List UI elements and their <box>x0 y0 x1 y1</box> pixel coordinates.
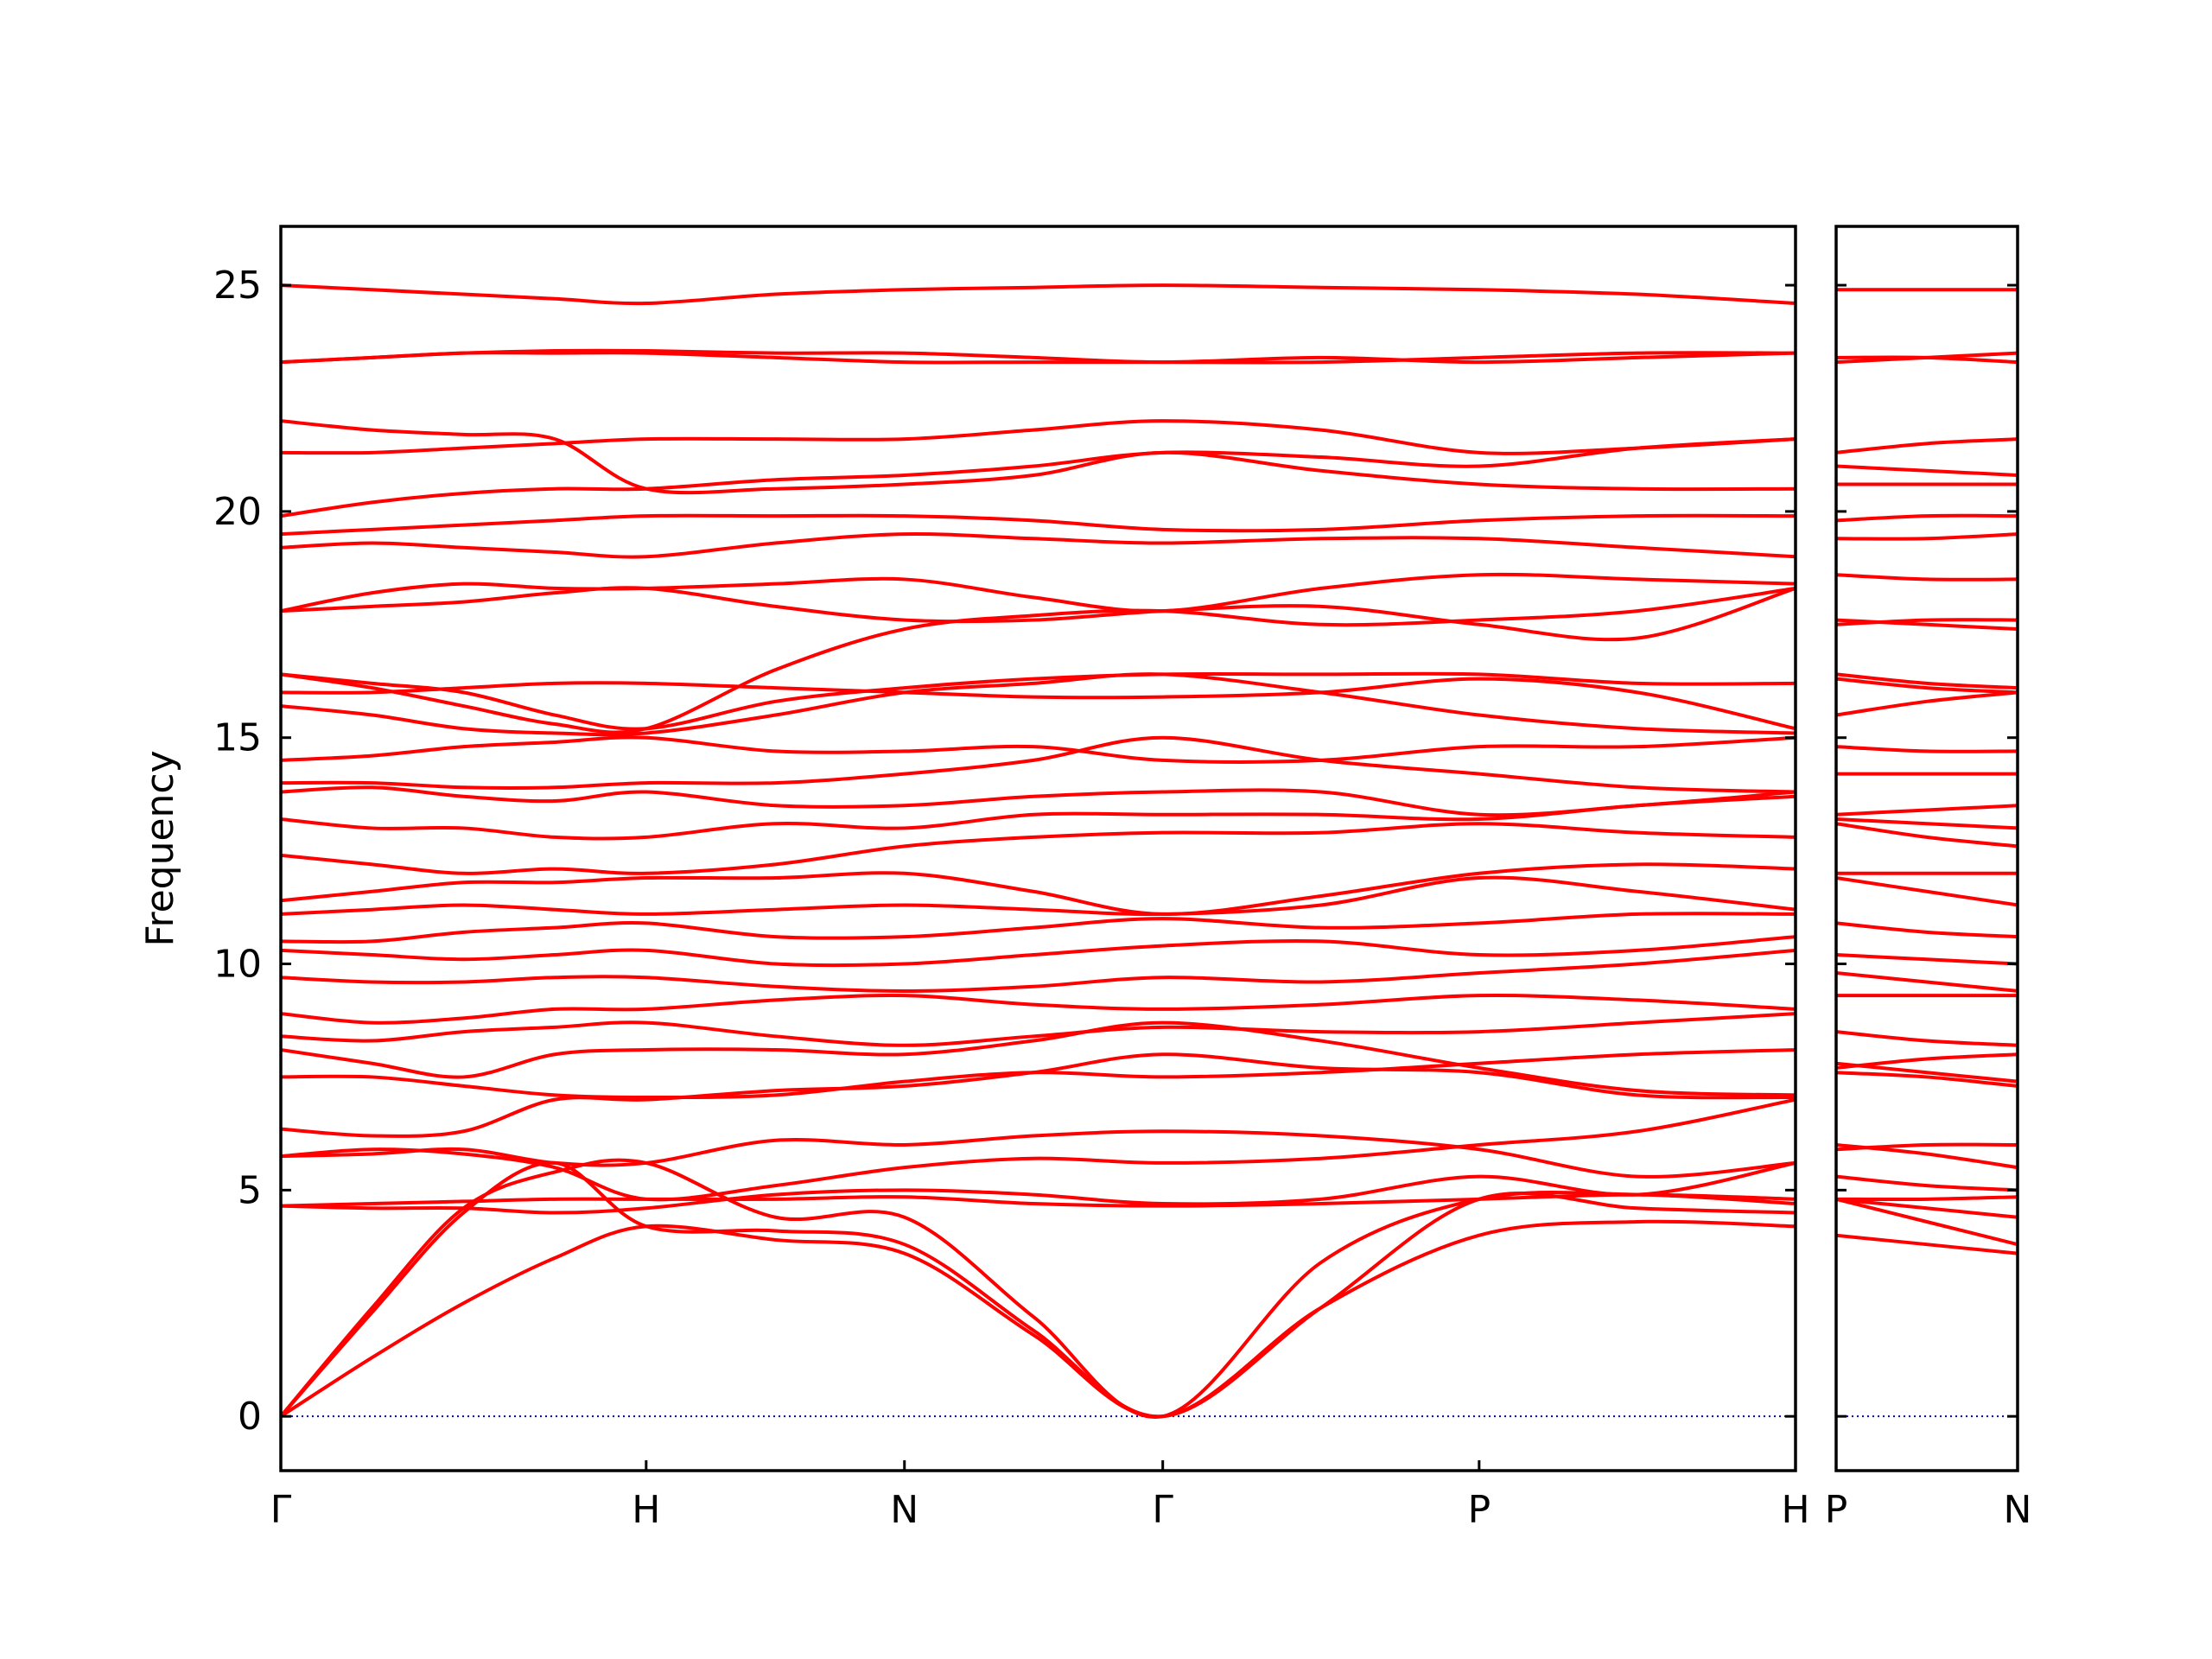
band-line <box>281 1048 1796 1100</box>
x-tick-label: Γ <box>270 1488 292 1532</box>
band-line <box>1836 745 2018 753</box>
band-line <box>1836 464 2018 477</box>
band-line <box>281 1097 1796 1202</box>
band-line <box>281 671 1796 731</box>
band-line <box>281 586 1796 642</box>
band-line <box>281 822 1796 875</box>
x-tick-label: H <box>632 1488 660 1532</box>
y-tick-label: 25 <box>213 264 262 308</box>
band-line <box>281 735 1796 764</box>
band-line <box>281 785 1796 817</box>
band-line <box>1836 618 2018 626</box>
band-line <box>281 912 1796 944</box>
band-line <box>281 437 1796 518</box>
band-line <box>1836 876 2018 907</box>
band-line <box>281 994 1796 1025</box>
x-tick-label: P <box>1825 1488 1848 1532</box>
band-line <box>1836 618 2018 632</box>
band-line <box>281 1160 1796 1215</box>
band-line <box>1836 817 2018 830</box>
band-line <box>281 419 1796 455</box>
band-line <box>281 862 1796 916</box>
band-line <box>1836 953 2018 966</box>
band-line <box>281 348 1796 365</box>
band-line <box>1836 1030 2018 1047</box>
band-line <box>1836 690 2018 717</box>
y-tick-label: 15 <box>213 716 262 760</box>
y-tick-label: 5 <box>238 1168 262 1212</box>
band-line <box>1836 672 2018 690</box>
band-line <box>281 672 1796 737</box>
band-line <box>1836 1174 2018 1192</box>
band-line <box>281 513 1796 537</box>
band-line <box>1836 1052 2018 1070</box>
y-tick-label: 20 <box>213 490 262 534</box>
band-line <box>281 794 1796 841</box>
band-line <box>281 935 1796 968</box>
band-line <box>281 1129 1796 1179</box>
band-line <box>281 586 1796 734</box>
band-line <box>1836 573 2018 582</box>
band-line <box>1836 532 2018 541</box>
band-line <box>1836 677 2018 695</box>
y-tick-label: 10 <box>213 943 262 987</box>
band-line <box>1836 822 2018 849</box>
band-line <box>1836 1195 2018 1202</box>
band-line <box>281 948 1796 993</box>
band-line <box>281 283 1796 306</box>
band-line <box>281 677 1796 731</box>
band-line <box>1836 1142 2018 1170</box>
y-axis-label: Frequency <box>138 750 182 946</box>
band-line <box>1836 1233 2018 1255</box>
plot-frame <box>279 225 1797 1472</box>
x-tick-label: P <box>1468 1488 1491 1532</box>
band-line <box>281 1012 1796 1047</box>
band-line <box>1836 921 2018 939</box>
band-line <box>1836 1197 2018 1219</box>
band-line <box>1836 351 2018 365</box>
band-line <box>1836 513 2018 523</box>
x-tick-label: H <box>1781 1488 1809 1532</box>
x-tick-label: N <box>2004 1488 2032 1532</box>
band-line <box>1836 804 2018 817</box>
band-line <box>281 1219 1796 1419</box>
band-line <box>1836 971 2018 993</box>
x-tick-label: N <box>890 1488 918 1532</box>
band-line <box>281 1192 1796 1208</box>
band-line <box>281 572 1796 613</box>
band-line <box>281 531 1796 559</box>
band-line <box>281 875 1796 917</box>
band-line <box>1836 1071 2018 1088</box>
band-line <box>1836 437 2018 454</box>
plot-frame <box>1834 225 2019 1472</box>
band-line <box>281 1020 1796 1097</box>
band-line <box>281 419 1796 495</box>
y-tick-label: 0 <box>238 1395 262 1439</box>
x-tick-label: Γ <box>1152 1488 1173 1532</box>
band-line <box>1836 1197 2018 1247</box>
band-line <box>281 1052 1796 1138</box>
band-line <box>281 735 1796 794</box>
